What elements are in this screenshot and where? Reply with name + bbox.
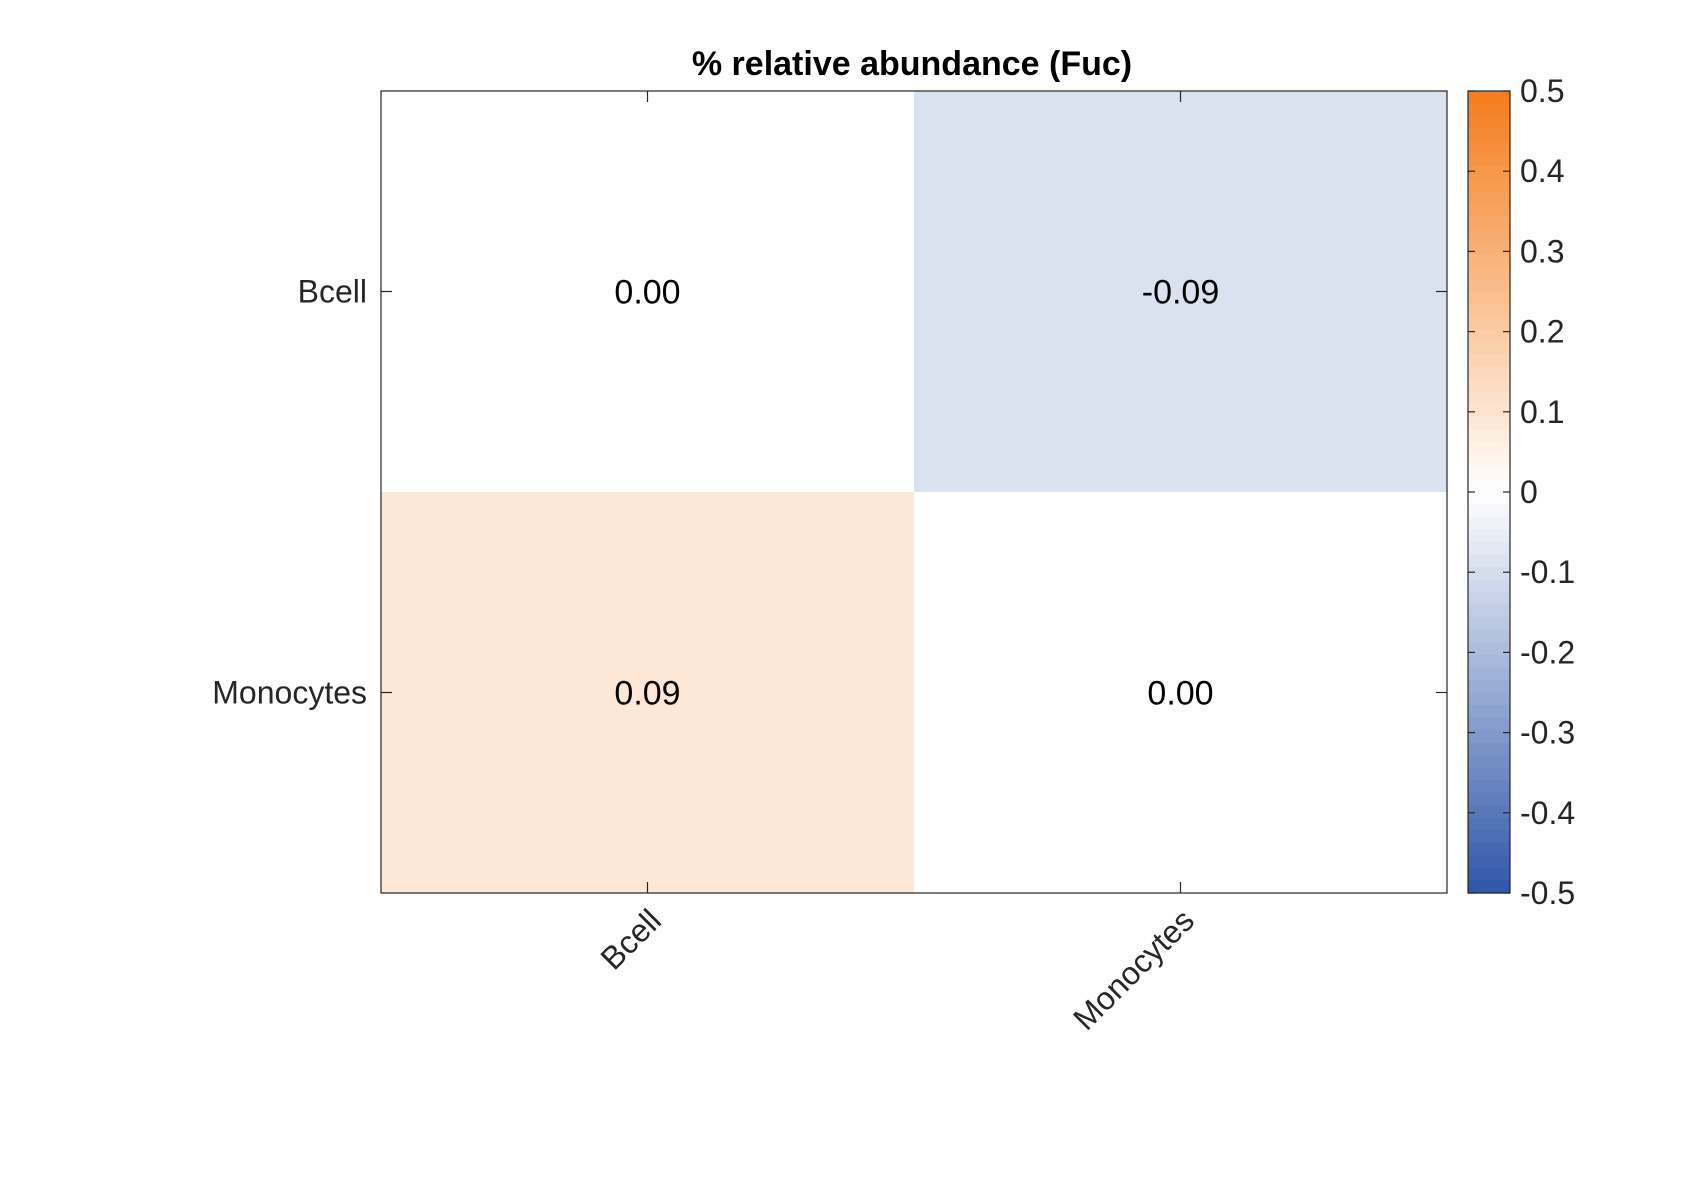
colorbar-segment [1468,855,1510,869]
heatmap-cell [381,492,915,894]
colorbar-segment [1468,304,1510,318]
axis-ticks [381,91,1447,893]
colorbar-segment [1468,567,1510,581]
colorbar-segment [1468,830,1510,844]
colorbar-segment [1468,642,1510,656]
colorbar-segment [1468,404,1510,418]
colorbar-segment [1468,91,1510,105]
colorbar-segment [1468,203,1510,217]
colorbar-segment [1468,592,1510,606]
cell-value-label: 0.00 [614,274,680,312]
colorbar-tick-label: 0.4 [1520,153,1564,189]
heatmap-cell [914,492,1448,894]
colorbar-segment [1468,617,1510,631]
colorbar-segment [1468,329,1510,343]
x-tick-label: Bcell [594,902,669,977]
colorbar-segment [1468,842,1510,857]
colorbar-segment [1468,679,1510,694]
colorbar-segment [1468,667,1510,681]
colorbar-segment [1468,354,1510,368]
x-axis-tick-labels: Bcell Monocytes [594,902,1202,1037]
colorbar: 0.5 0.4 0.3 0.2 0.1 0 -0.1 -0.2 -0.3 -0.4 -0.5 [1467,73,1575,911]
colorbar-segment [1468,416,1510,430]
cell-value-labels: 0.00 -0.09 0.09 0.00 [614,274,1219,713]
colorbar-segment [1468,141,1510,155]
colorbar-tick-label: 0.2 [1520,314,1564,350]
colorbar-tick-label: -0.4 [1520,795,1575,831]
colorbar-tick-label: 0.1 [1520,394,1564,430]
colorbar-segment [1468,316,1510,330]
colorbar-segment [1468,466,1510,481]
colorbar-segment [1468,705,1510,719]
colorbar-segment [1468,103,1510,117]
colorbar-segment [1468,717,1510,731]
cell-value-label: 0.09 [614,675,680,713]
colorbar-tick-label: 0 [1520,474,1538,510]
colorbar-segment [1468,542,1510,556]
colorbar-segment [1468,692,1510,706]
colorbar-segment [1468,366,1510,380]
colorbar-segment [1468,116,1510,130]
colorbar-segment [1468,517,1510,531]
colorbar-segment [1468,391,1510,405]
colorbar-segment [1468,629,1510,643]
colorbar-segment [1468,554,1510,568]
colorbar-segment [1468,880,1510,894]
colorbar-segment [1468,441,1510,456]
colorbar-segment [1468,429,1510,443]
colorbar-segment [1468,166,1510,180]
colorbar-segment [1468,492,1510,506]
colorbar-segment [1468,454,1510,468]
colorbar-tick-label: -0.1 [1520,554,1575,590]
colorbar-segment [1468,253,1510,268]
colorbar-segment [1468,792,1510,806]
colorbar-segment [1468,579,1510,593]
colorbar-segment [1468,780,1510,794]
colorbar-segment [1468,341,1510,355]
colorbar-segment [1468,817,1510,831]
colorbar-tick-label: 0.5 [1520,73,1564,109]
colorbar-segment [1468,805,1510,819]
plot-frame [380,90,1448,894]
colorbar-segment [1468,379,1510,393]
colorbar-segment [1468,128,1510,142]
colorbar-segment [1468,178,1510,192]
colorbar-tick-label: 0.3 [1520,233,1564,269]
colorbar-segment [1468,755,1510,769]
colorbar-segment [1468,767,1510,781]
heatmap-cell [381,91,915,493]
colorbar-segment [1468,228,1510,242]
colorbar-segment [1468,278,1510,293]
colorbar-segment [1468,867,1510,882]
heatmap-cell [914,91,1448,493]
colorbar-segment [1468,529,1510,543]
x-tick-label: Monocytes [1066,902,1201,1037]
colorbar-tick-label: -0.5 [1520,875,1575,911]
colorbar-tick-label: -0.2 [1520,634,1575,670]
colorbar-segment [1468,742,1510,756]
colorbar-segment [1468,291,1510,305]
colorbar-segment [1468,504,1510,518]
heatmap-cells [381,91,1448,894]
colorbar-segment [1468,266,1510,280]
colorbar-segment [1468,241,1510,255]
colorbar-segment [1468,191,1510,205]
y-axis-tick-labels: Bcell Monocytes [212,274,367,711]
cell-value-label: -0.09 [1142,274,1220,312]
colorbar-segment [1468,654,1510,669]
colorbar-segment [1468,730,1510,744]
cell-value-label: 0.00 [1147,675,1213,713]
colorbar-segment [1468,604,1510,618]
chart-title: % relative abundance (Fuc) [692,45,1132,83]
y-tick-label: Bcell [298,274,367,310]
colorbar-tick-label: -0.3 [1520,715,1575,751]
colorbar-segment [1468,153,1510,167]
y-tick-label: Monocytes [212,675,367,711]
colorbar-segment [1468,479,1510,493]
colorbar-segment [1468,216,1510,230]
